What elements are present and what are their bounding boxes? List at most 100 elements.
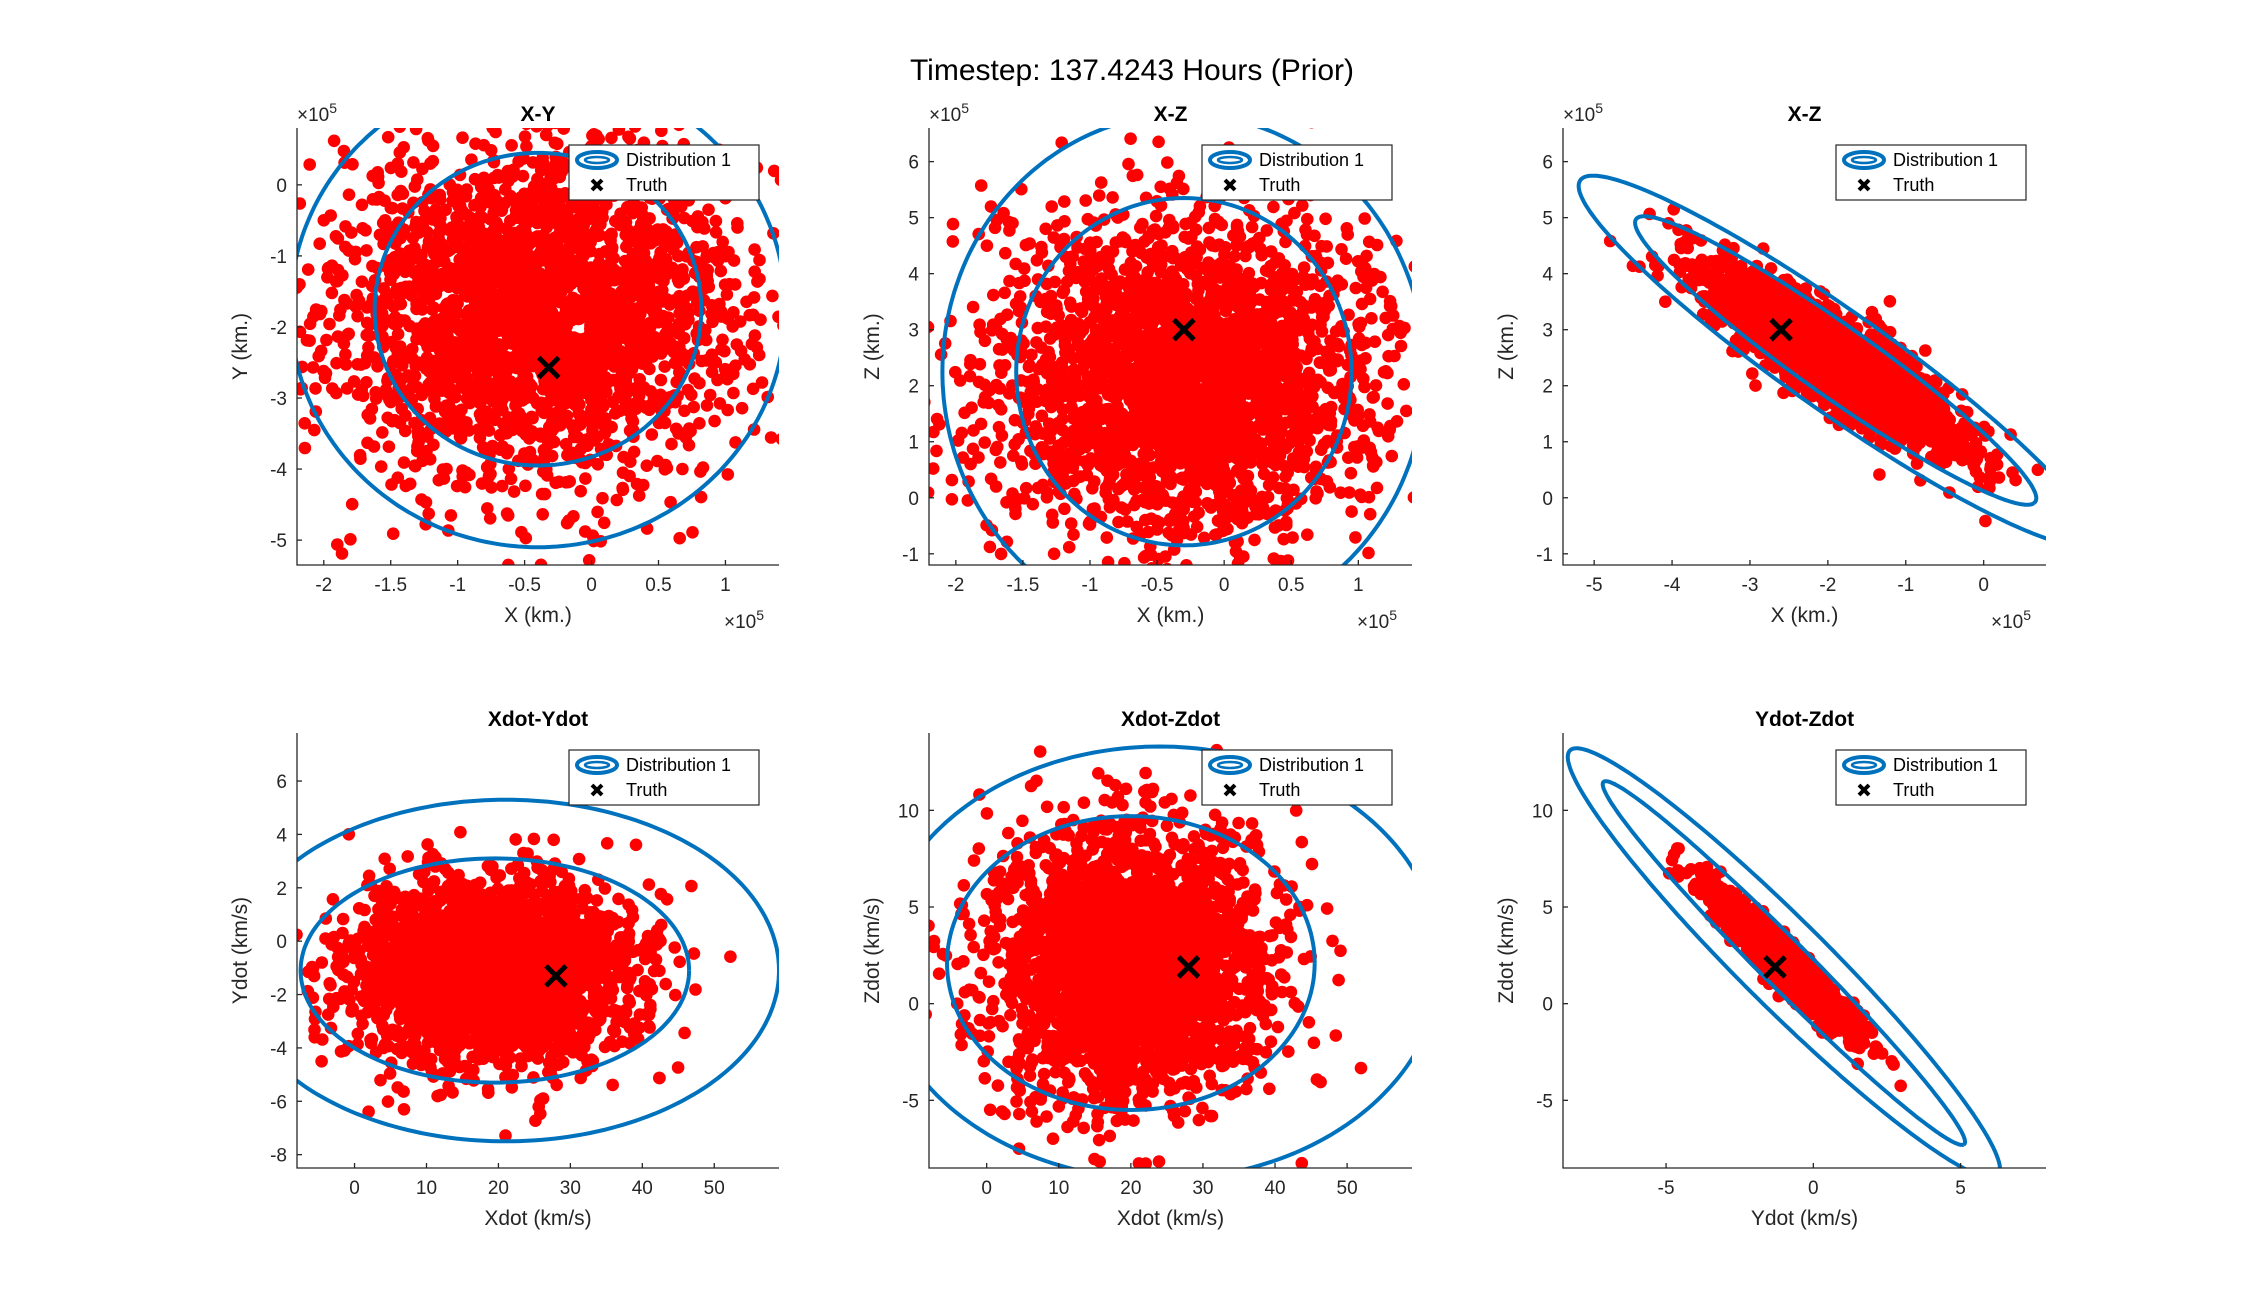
sample-point: [632, 389, 646, 402]
sample-point: [1134, 221, 1147, 234]
sample-point: [630, 100, 643, 113]
sample-point: [394, 281, 408, 295]
sample-point: [547, 282, 560, 296]
sample-point: [1369, 379, 1383, 392]
sample-point: [337, 144, 351, 158]
sample-point: [362, 341, 375, 354]
sample-point: [1040, 305, 1054, 319]
sample-point: [432, 473, 446, 487]
sample-point: [1379, 311, 1392, 325]
sample-point: [1323, 364, 1336, 377]
sample-point: [1315, 325, 1329, 338]
sample-point: [1009, 502, 1022, 515]
sample-point: [1280, 214, 1293, 228]
sample-point: [1218, 498, 1232, 512]
sample-point: [1264, 259, 1277, 273]
sample-point: [572, 85, 585, 98]
sample-point: [1422, 295, 1435, 308]
sample-point: [654, 246, 667, 259]
sample-point: [453, 414, 467, 428]
sample-point: [1122, 477, 1135, 491]
sample-point: [1064, 517, 1078, 530]
sample-point: [1030, 423, 1043, 436]
sample-point: [1453, 444, 1466, 457]
sample-point: [344, 533, 357, 546]
sample-point: [1129, 260, 1143, 273]
sample-point: [365, 402, 379, 416]
sample-point: [1134, 246, 1148, 260]
sample-point: [325, 259, 339, 273]
sample-point: [504, 472, 518, 486]
sample-point: [363, 329, 376, 342]
sample-point: [351, 309, 364, 323]
sample-point: [339, 240, 352, 254]
confidence-ellipse-2: [297, 128, 779, 550]
sample-point: [503, 314, 516, 328]
sample-point: [766, 289, 779, 303]
sample-point: [534, 558, 548, 565]
sample-point: [1206, 290, 1220, 304]
sample-point: [335, 547, 349, 560]
sample-point: [468, 199, 481, 212]
sample-point: [469, 251, 483, 264]
sample-point: [447, 225, 460, 238]
sample-point: [339, 348, 352, 361]
sample-point: [1422, 337, 1435, 350]
sample-point: [518, 447, 531, 460]
sample-point: [1058, 215, 1071, 228]
sample-point: [369, 386, 383, 400]
sample-point: [1186, 576, 1199, 589]
sample-point: [557, 128, 570, 135]
sample-point: [515, 525, 528, 539]
sample-point: [1370, 238, 1384, 252]
sample-point: [426, 329, 440, 343]
sample-point: [591, 505, 604, 519]
sample-point: [929, 320, 935, 334]
sample-point: [477, 264, 491, 277]
sample-point: [639, 226, 653, 240]
sample-point: [502, 558, 515, 565]
sample-point: [946, 217, 960, 231]
sample-point: [1048, 571, 1061, 584]
sample-point: [605, 228, 618, 241]
sample-point: [1473, 395, 1486, 408]
sample-point: [536, 382, 550, 396]
sample-point: [1025, 395, 1038, 409]
sample-point: [478, 386, 492, 399]
sample-point: [1074, 341, 1087, 354]
sample-point: [395, 372, 409, 386]
sample-point: [1039, 567, 1052, 580]
sample-point: [407, 156, 420, 169]
sample-point: [664, 99, 677, 112]
sample-point: [512, 155, 525, 168]
sample-point: [1294, 492, 1308, 506]
sample-point: [567, 268, 581, 281]
sample-point: [1272, 481, 1286, 495]
sample-point: [384, 262, 398, 276]
sample-point: [1133, 468, 1146, 482]
sample-point: [447, 370, 460, 384]
sample-point: [1287, 483, 1300, 497]
sample-point: [592, 315, 605, 329]
sample-point: [399, 409, 412, 422]
sample-point: [421, 430, 434, 443]
sample-point: [1009, 297, 1023, 311]
sample-point: [1253, 231, 1266, 245]
sample-point: [655, 128, 668, 138]
sample-point: [479, 368, 492, 381]
sample-point: [297, 197, 307, 210]
sample-point: [1254, 242, 1267, 255]
sample-point: [964, 353, 977, 367]
sample-point: [453, 111, 466, 124]
sample-point: [974, 179, 988, 192]
sample-point: [1233, 325, 1247, 338]
sample-point: [406, 231, 420, 245]
sample-point: [481, 502, 494, 515]
sample-point: [1100, 403, 1113, 416]
sample-point: [1382, 349, 1395, 363]
sample-point: [643, 362, 656, 376]
sample-point: [1228, 249, 1241, 263]
sample-point: [708, 414, 721, 428]
sample-point: [1419, 526, 1432, 539]
sample-point: [694, 465, 707, 478]
